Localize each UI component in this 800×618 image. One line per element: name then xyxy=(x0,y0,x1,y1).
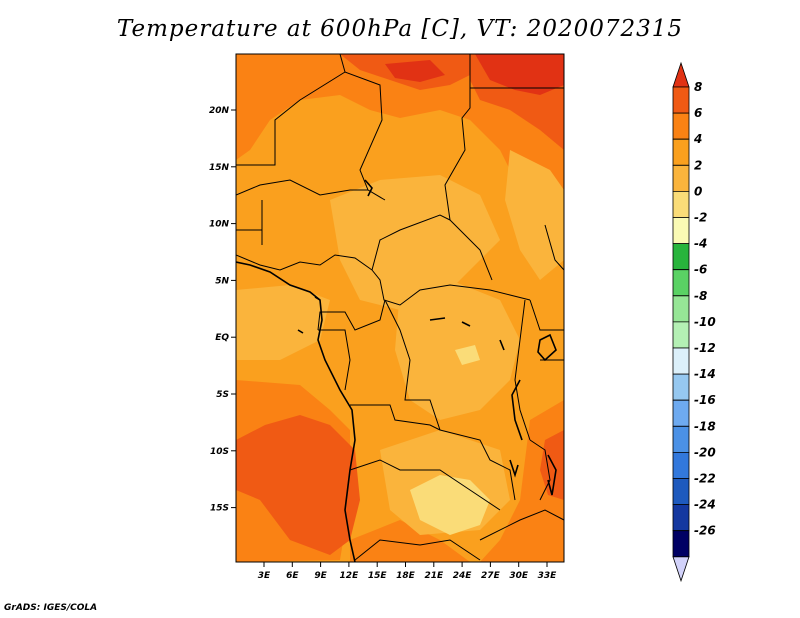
colorbar-swatch xyxy=(672,321,690,349)
cold-region-small xyxy=(455,345,480,365)
colorbar-swatch xyxy=(672,217,690,244)
warm-region-south xyxy=(350,520,470,562)
cool-region-east xyxy=(505,150,564,280)
lon-tick-label: 18E xyxy=(396,571,416,581)
colorbar-label: -2 xyxy=(694,211,707,225)
colorbar-label: -4 xyxy=(694,237,707,251)
lat-tick-label: 10S xyxy=(210,447,229,457)
colorbar-label: -14 xyxy=(694,367,716,381)
colorbar-swatch xyxy=(672,138,690,166)
lat-tick-label: 15N xyxy=(209,163,230,173)
colorbar-label: -18 xyxy=(694,419,716,433)
hot-region-east xyxy=(540,430,564,500)
colorbar-label: -12 xyxy=(694,341,716,355)
lon-tick-label: 24E xyxy=(453,571,473,581)
temperature-field xyxy=(236,54,564,562)
colorbar: 8 6 4 2 0 -2 -4 -6 -8 -10 -12 -14 -16 -18 -20 -22 -24 -26 xyxy=(672,61,716,583)
colorbar-swatch xyxy=(672,86,690,114)
lon-tick-label: 15E xyxy=(368,571,388,581)
colorbar-swatch xyxy=(672,478,690,505)
colorbar-swatch xyxy=(672,164,690,192)
lat-tick-label: EQ xyxy=(215,333,229,343)
colorbar-label: -6 xyxy=(694,263,707,277)
country-borders xyxy=(236,54,564,561)
colorbar-swatch xyxy=(672,504,690,532)
colorbar-swatch xyxy=(672,295,690,323)
cool-region-gulf xyxy=(236,285,330,360)
grads-credit: GrADS: IGES/COLA xyxy=(4,603,98,613)
warm-region-southeast xyxy=(480,400,564,562)
lat-tick-label: 5S xyxy=(216,390,229,400)
colorbar-label: 2 xyxy=(694,158,702,172)
colorbar-swatch xyxy=(672,269,690,297)
warm-region-north xyxy=(236,54,564,245)
map-frame xyxy=(235,53,565,563)
colorbar-label: 8 xyxy=(694,80,702,94)
colorbar-label: -20 xyxy=(694,445,716,459)
lon-tick-label: 21E xyxy=(424,571,444,581)
lon-tick-label: 9E xyxy=(314,571,327,581)
very-hot-region-2 xyxy=(385,60,445,82)
colorbar-label: -8 xyxy=(694,289,707,303)
coastlines-and-lakes xyxy=(236,179,557,562)
colorbar-label: 6 xyxy=(694,106,702,120)
lon-tick-label: 6E xyxy=(286,571,299,581)
map-title: Temperature at 600hPa [C], VT: 202007231… xyxy=(116,16,684,42)
lat-tick-label: 5N xyxy=(215,276,229,286)
colorbar-label: 0 xyxy=(694,184,702,198)
colorbar-swatch xyxy=(672,243,690,271)
lon-tick-label: 30E xyxy=(509,571,529,581)
colorbar-swatch xyxy=(672,530,690,558)
lon-tick-label: 27E xyxy=(481,571,501,581)
colorbar-label: -10 xyxy=(694,315,716,329)
colorbar-swatch xyxy=(672,425,690,453)
very-hot-region xyxy=(475,54,564,95)
colorbar-swatch xyxy=(672,112,690,140)
colorbar-swatch xyxy=(672,347,690,375)
lon-tick-label: 12E xyxy=(340,571,360,581)
cool-region-central xyxy=(330,175,500,310)
lon-tick-label: 33E xyxy=(538,571,558,581)
colorbar-label: -24 xyxy=(694,498,716,512)
colorbar-swatch xyxy=(672,452,690,479)
colorbar-swatch xyxy=(672,61,690,88)
hot-region-atlantic xyxy=(236,415,360,555)
lat-tick-label: 10N xyxy=(209,220,230,230)
colorbar-swatch xyxy=(672,373,690,401)
latitude-axis: 20N 15N 10N 5N EQ 5S 10S 15S xyxy=(209,106,236,514)
lat-tick-label: 20N xyxy=(209,106,230,116)
colorbar-label: -22 xyxy=(694,472,716,486)
colorbar-label: -26 xyxy=(694,524,716,538)
colorbar-swatch xyxy=(672,556,690,583)
colorbar-label: 4 xyxy=(693,132,702,146)
longitude-axis: 3E 6E 9E 12E 15E 18E 21E 24E 27E 30E 33E xyxy=(258,562,557,581)
colorbar-swatch xyxy=(672,191,690,218)
colorbar-label: -16 xyxy=(694,393,716,407)
lon-tick-label: 3E xyxy=(258,571,271,581)
lat-tick-label: 15S xyxy=(210,504,229,514)
colorbar-swatch xyxy=(672,399,690,427)
